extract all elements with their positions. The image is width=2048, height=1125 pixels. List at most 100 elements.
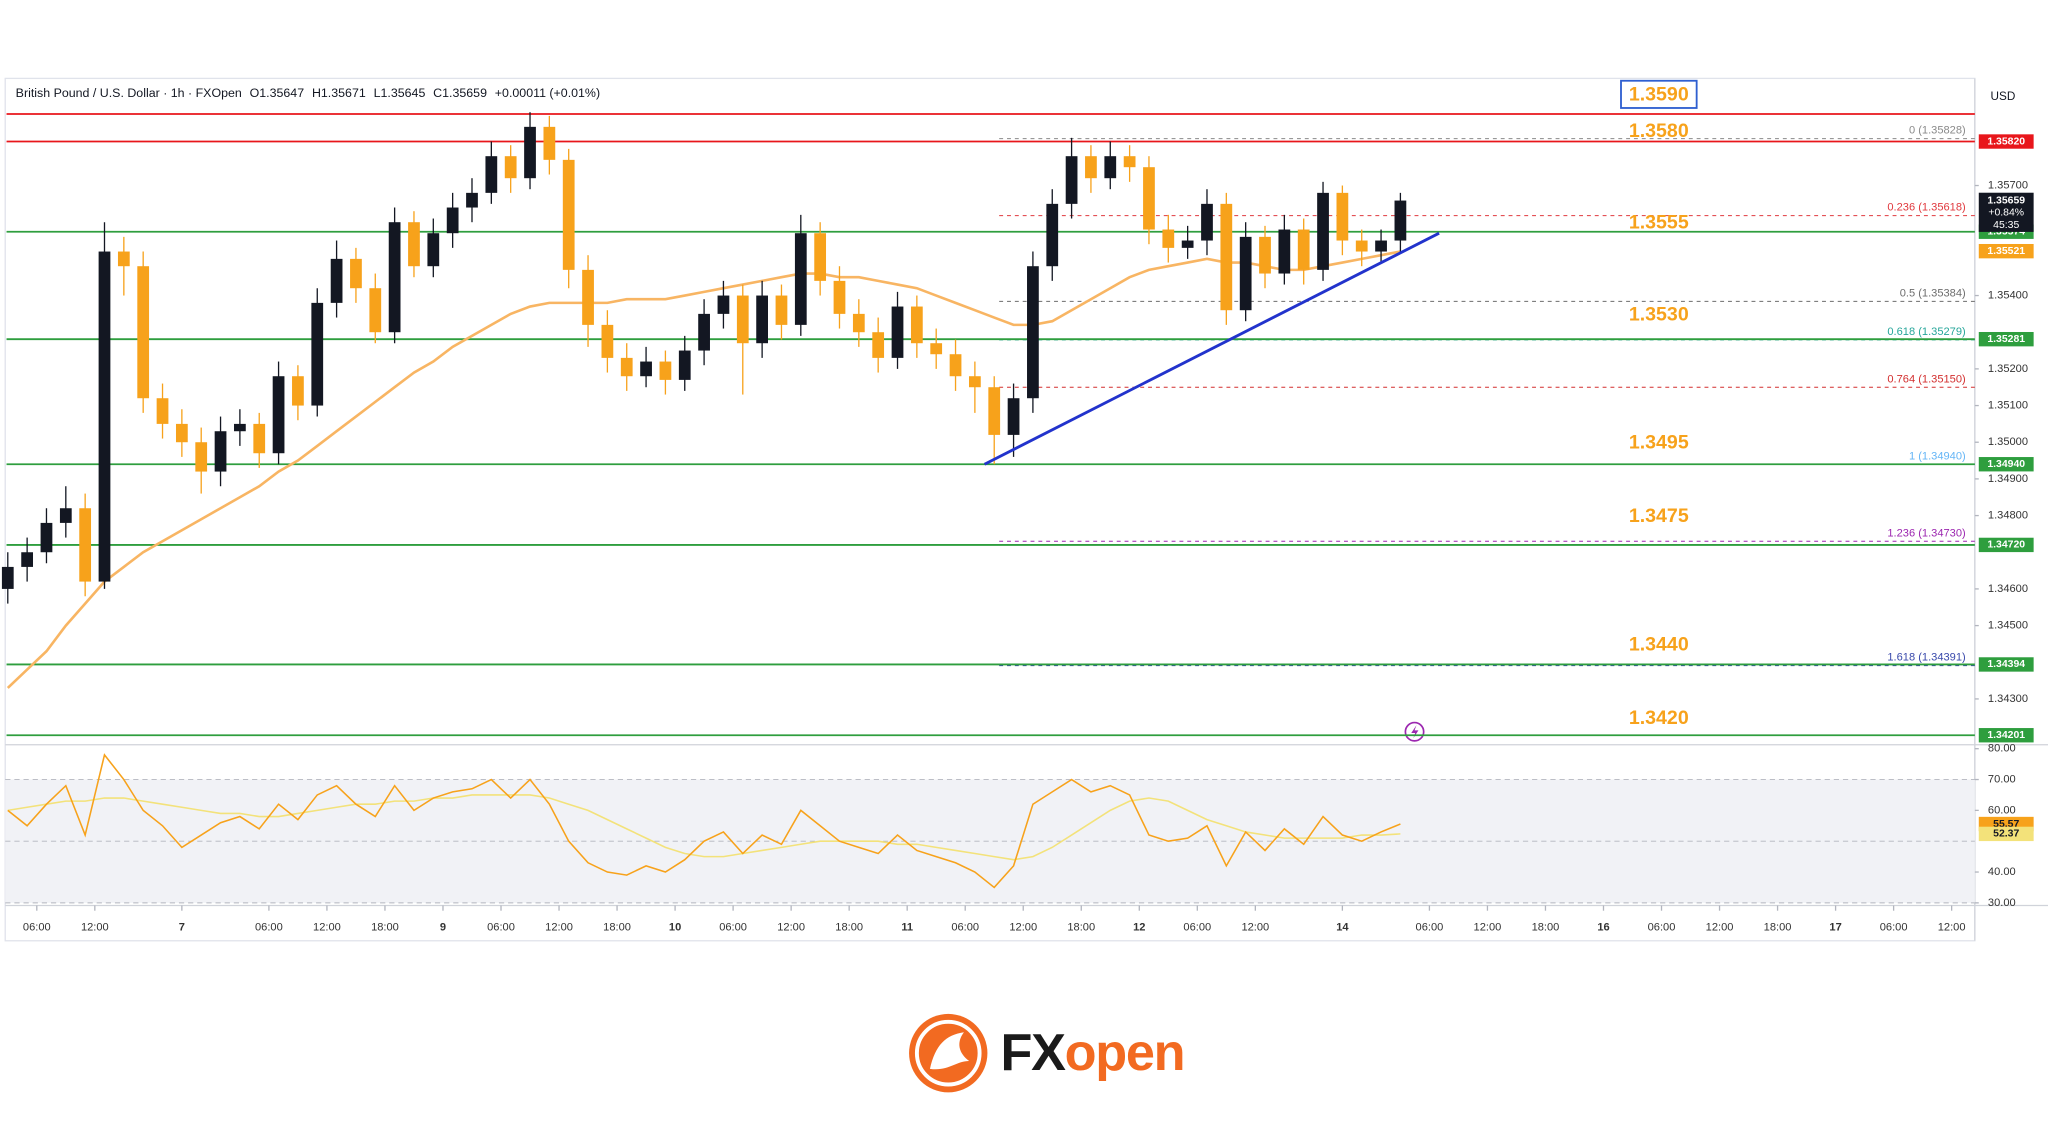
candle-body xyxy=(659,361,672,380)
level-label-box xyxy=(1620,79,1698,109)
fib-label: 1.618 (1.34391) xyxy=(1887,652,1965,664)
logo-emblem xyxy=(929,1032,970,1070)
level-label: 1.3530 xyxy=(1629,303,1689,325)
candle-body xyxy=(582,269,594,325)
candle-body xyxy=(891,306,904,358)
x-tick-label: 12 xyxy=(1133,922,1145,934)
candle-body xyxy=(446,207,459,234)
candle-body xyxy=(175,423,188,443)
candle-body xyxy=(388,222,401,333)
candle-body xyxy=(736,295,749,344)
candle-body xyxy=(466,192,478,208)
candle-body xyxy=(504,156,517,179)
x-tick-label: 9 xyxy=(440,922,446,934)
level-label: 1.3475 xyxy=(1629,505,1689,527)
x-tick-label: 06:00 xyxy=(255,922,283,934)
change: +0.00011 (+0.01%) xyxy=(495,86,600,100)
rsi-tick-label: 40.00 xyxy=(1988,866,2016,878)
candle-body xyxy=(930,343,943,355)
candle-body xyxy=(562,159,575,270)
price-badge-label: 1.35281 xyxy=(1987,334,2025,345)
x-tick-label: 18:00 xyxy=(1067,922,1095,934)
candle-body xyxy=(1046,203,1059,267)
price-badge xyxy=(1978,728,2034,743)
candle-body xyxy=(852,313,865,333)
logo-suffix: open xyxy=(1065,1024,1185,1082)
ohlc: L1.35645 xyxy=(374,86,426,100)
candle-body xyxy=(292,376,304,406)
candle-body xyxy=(601,324,614,358)
ohlc: H1.35671 xyxy=(312,86,366,100)
x-tick-label: 18:00 xyxy=(603,922,631,934)
price-badge-label: 55.57 xyxy=(1993,819,2019,830)
candle-body xyxy=(98,251,111,582)
candle-body xyxy=(794,233,807,325)
trendline xyxy=(983,231,1440,466)
y-tick-label: 1.35100 xyxy=(1988,399,2028,411)
level-label: 1.3420 xyxy=(1629,707,1689,729)
price-badge xyxy=(1978,457,2034,472)
candle-body xyxy=(1162,229,1175,248)
candle-body xyxy=(910,306,923,344)
logo-text: FXopen xyxy=(1000,1024,1184,1082)
last-price-badge xyxy=(1978,192,2034,232)
logo-prefix: FX xyxy=(1000,1024,1066,1082)
x-tick-label: 16 xyxy=(1597,922,1609,934)
level-label: 1.3495 xyxy=(1629,432,1689,454)
level-label: 1.3555 xyxy=(1629,212,1689,234)
candle-body xyxy=(640,361,652,377)
price-badge-label: 1.34201 xyxy=(1987,730,2025,741)
x-tick-label: 06:00 xyxy=(1880,922,1908,934)
price-badge xyxy=(1978,537,2034,553)
candle-body xyxy=(814,233,827,281)
x-tick-label: 10 xyxy=(669,922,681,934)
symbol: British Pound / U.S. Dollar · 1h · FXOpe… xyxy=(16,86,242,100)
price-badge-label: 1.34940 xyxy=(1987,459,2025,470)
candle-body xyxy=(756,295,768,344)
chart-header: British Pound / U.S. Dollar · 1h · FXOpe… xyxy=(16,86,600,100)
x-tick-label: 18:00 xyxy=(1532,922,1560,934)
x-tick-label: 12:00 xyxy=(1241,922,1269,934)
alert-icon xyxy=(1404,721,1425,742)
candle-body xyxy=(1027,266,1039,399)
fib-label: 0.5 (1.35384) xyxy=(1900,288,1966,300)
rsi-tick-label: 60.00 xyxy=(1988,804,2016,816)
candle-body xyxy=(1201,203,1213,241)
price-badge xyxy=(1978,134,2034,149)
level-label: 1.3590 xyxy=(1629,83,1689,105)
candle-body xyxy=(1181,240,1194,248)
candle-body xyxy=(40,522,53,553)
candle-body xyxy=(524,126,536,179)
candle-body xyxy=(272,376,285,454)
level-label: 1.3580 xyxy=(1629,120,1689,142)
x-tick-label: 7 xyxy=(179,922,185,934)
candle-body xyxy=(79,508,92,582)
last-price-timer: 45:35 xyxy=(1993,220,2019,231)
x-tick-label: 14 xyxy=(1336,922,1349,934)
candle-body xyxy=(350,258,362,289)
candle-body xyxy=(427,233,440,267)
logo: FXopen xyxy=(909,1013,1186,1093)
price-badge-label: 1.35574 xyxy=(1987,226,2025,237)
y-tick-label: 1.35000 xyxy=(1988,436,2028,448)
candle-body xyxy=(833,280,846,314)
fib-label: 0.236 (1.35618) xyxy=(1887,202,1965,214)
ohlc: O1.35647 xyxy=(250,86,305,100)
candle-body xyxy=(717,295,730,314)
ohlc: C1.35659 xyxy=(433,86,487,100)
candle-body xyxy=(1278,229,1291,274)
candle-body xyxy=(1375,240,1387,252)
candle-body xyxy=(1104,156,1117,179)
candle-body xyxy=(969,376,981,388)
x-tick-label: 12:00 xyxy=(81,922,109,934)
fib-label: 0.618 (1.35279) xyxy=(1887,326,1965,338)
price-badge-label: 1.34394 xyxy=(1987,659,2025,670)
x-tick-label: 11 xyxy=(901,922,913,934)
y-tick-label: 1.34600 xyxy=(1988,583,2028,595)
y-tick-label: 1.35200 xyxy=(1988,363,2028,375)
moving-average xyxy=(6,250,1401,689)
x-tick-label: 06:00 xyxy=(951,922,979,934)
candle-body xyxy=(234,423,246,432)
rsi-tick-label: 80.00 xyxy=(1988,743,2016,755)
